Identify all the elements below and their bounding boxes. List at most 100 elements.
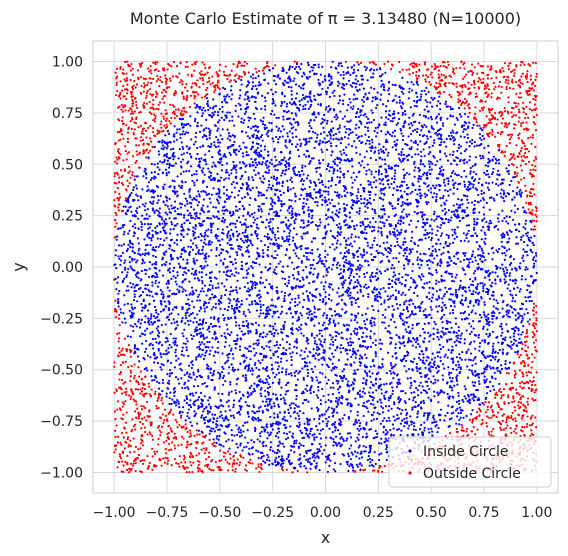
- point-inside-circle: [269, 112, 273, 116]
- point-inside-circle: [232, 235, 235, 238]
- point-outside-circle: [508, 138, 511, 141]
- point-inside-circle: [417, 180, 420, 183]
- point-inside-circle: [520, 319, 524, 322]
- point-outside-circle: [522, 403, 525, 406]
- point-inside-circle: [431, 245, 434, 248]
- point-inside-circle: [411, 262, 415, 266]
- point-inside-circle: [180, 229, 183, 232]
- point-inside-circle: [368, 168, 371, 171]
- point-inside-circle: [258, 335, 261, 338]
- point-inside-circle: [244, 170, 247, 174]
- point-inside-circle: [154, 308, 158, 312]
- point-inside-circle: [406, 310, 410, 313]
- point-inside-circle: [443, 178, 446, 181]
- point-outside-circle: [245, 469, 248, 472]
- point-inside-circle: [252, 133, 255, 136]
- point-inside-circle: [376, 293, 379, 296]
- point-inside-circle: [170, 223, 174, 226]
- point-inside-circle: [124, 205, 127, 208]
- point-inside-circle: [351, 353, 354, 356]
- point-inside-circle: [129, 335, 132, 338]
- point-inside-circle: [423, 426, 426, 429]
- point-inside-circle: [359, 427, 362, 430]
- point-inside-circle: [247, 251, 250, 254]
- point-inside-circle: [270, 298, 274, 301]
- point-outside-circle: [118, 313, 121, 317]
- point-outside-circle: [521, 61, 524, 64]
- point-inside-circle: [358, 269, 361, 272]
- point-outside-circle: [184, 461, 187, 464]
- point-inside-circle: [398, 378, 401, 381]
- point-inside-circle: [338, 315, 341, 318]
- point-outside-circle: [125, 411, 128, 414]
- point-inside-circle: [313, 73, 316, 76]
- point-inside-circle: [398, 117, 401, 121]
- point-outside-circle: [166, 68, 169, 71]
- point-inside-circle: [152, 314, 156, 318]
- point-inside-circle: [347, 469, 350, 473]
- point-inside-circle: [389, 394, 392, 398]
- point-inside-circle: [183, 328, 186, 331]
- point-outside-circle: [115, 81, 118, 84]
- point-inside-circle: [140, 332, 144, 335]
- point-inside-circle: [231, 273, 234, 276]
- point-inside-circle: [405, 413, 408, 416]
- point-inside-circle: [362, 87, 365, 90]
- point-inside-circle: [298, 213, 301, 216]
- point-inside-circle: [247, 116, 250, 119]
- point-inside-circle: [256, 146, 259, 149]
- point-inside-circle: [258, 315, 261, 318]
- point-inside-circle: [265, 423, 268, 426]
- point-inside-circle: [186, 233, 189, 236]
- point-inside-circle: [269, 423, 272, 426]
- point-inside-circle: [240, 264, 244, 267]
- point-inside-circle: [460, 286, 464, 289]
- point-inside-circle: [268, 330, 271, 333]
- point-outside-circle: [201, 471, 204, 474]
- point-inside-circle: [361, 160, 364, 163]
- point-inside-circle: [526, 312, 529, 315]
- point-inside-circle: [329, 343, 332, 346]
- point-outside-circle: [527, 93, 530, 96]
- point-inside-circle: [425, 359, 428, 362]
- point-inside-circle: [338, 391, 341, 394]
- point-inside-circle: [482, 327, 485, 330]
- point-inside-circle: [267, 82, 270, 85]
- point-outside-circle: [151, 455, 154, 458]
- point-inside-circle: [189, 212, 192, 215]
- point-inside-circle: [398, 84, 401, 87]
- point-inside-circle: [519, 307, 522, 311]
- point-inside-circle: [282, 328, 285, 331]
- point-inside-circle: [345, 153, 348, 157]
- point-inside-circle: [193, 181, 196, 184]
- point-outside-circle: [532, 89, 535, 92]
- point-inside-circle: [401, 210, 404, 213]
- point-inside-circle: [339, 347, 342, 350]
- point-inside-circle: [357, 190, 360, 194]
- point-outside-circle: [137, 417, 141, 420]
- point-inside-circle: [195, 412, 198, 415]
- point-outside-circle: [129, 369, 132, 372]
- point-inside-circle: [287, 207, 291, 210]
- point-inside-circle: [519, 188, 522, 191]
- point-inside-circle: [492, 366, 495, 369]
- point-inside-circle: [338, 131, 341, 134]
- point-inside-circle: [395, 417, 399, 421]
- point-inside-circle: [263, 148, 266, 151]
- point-inside-circle: [256, 92, 259, 95]
- point-inside-circle: [400, 342, 403, 345]
- point-inside-circle: [291, 180, 294, 183]
- point-inside-circle: [337, 322, 340, 325]
- point-inside-circle: [287, 279, 290, 282]
- point-inside-circle: [139, 286, 142, 290]
- point-inside-circle: [355, 112, 358, 115]
- point-inside-circle: [280, 460, 284, 463]
- point-inside-circle: [201, 353, 204, 356]
- point-inside-circle: [501, 209, 504, 212]
- point-inside-circle: [279, 130, 283, 133]
- point-inside-circle: [198, 341, 201, 344]
- point-outside-circle: [482, 77, 485, 81]
- point-inside-circle: [150, 321, 153, 324]
- point-inside-circle: [281, 338, 284, 341]
- point-outside-circle: [208, 80, 211, 83]
